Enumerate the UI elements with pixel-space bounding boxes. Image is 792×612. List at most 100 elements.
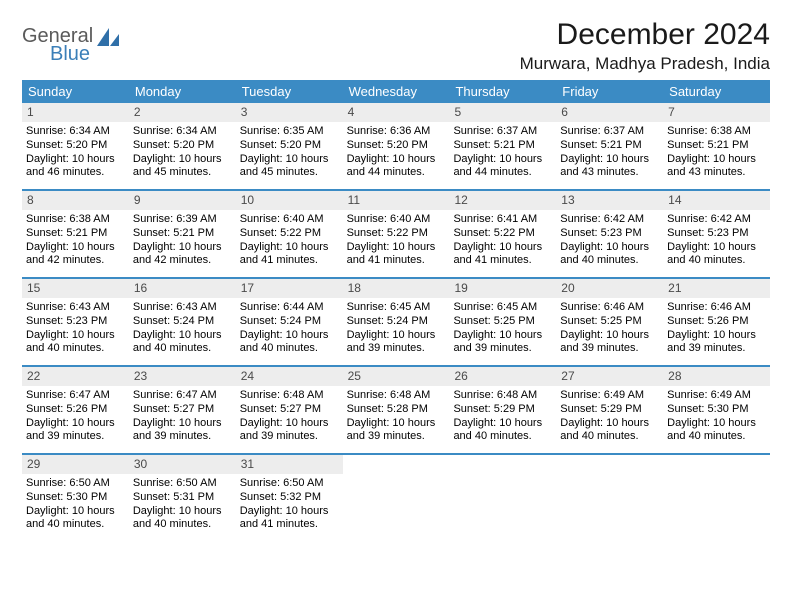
day-cell-body: Sunrise: 6:39 AMSunset: 5:21 PMDaylight:… — [129, 210, 236, 272]
day-cell-body: Sunrise: 6:50 AMSunset: 5:31 PMDaylight:… — [129, 474, 236, 536]
daylight-text: Daylight: 10 hours and 39 minutes. — [26, 417, 125, 445]
weekday-header: Tuesday — [236, 80, 343, 103]
sunrise-text: Sunrise: 6:40 AM — [347, 213, 446, 227]
date-number: 8 — [22, 191, 129, 210]
date-number: 25 — [343, 367, 450, 386]
sunrise-text: Sunrise: 6:35 AM — [240, 125, 339, 139]
day-cell: 24Sunrise: 6:48 AMSunset: 5:27 PMDayligh… — [236, 367, 343, 453]
sunrise-text: Sunrise: 6:46 AM — [560, 301, 659, 315]
sunset-text: Sunset: 5:22 PM — [240, 227, 339, 241]
day-cell: 16Sunrise: 6:43 AMSunset: 5:24 PMDayligh… — [129, 279, 236, 365]
daylight-text: Daylight: 10 hours and 40 minutes. — [667, 417, 766, 445]
day-cell: 4 Sunrise: 6:36 AMSunset: 5:20 PMDaylight… — [343, 103, 450, 189]
date-number: 6 — [556, 103, 663, 122]
sunset-text: Sunset: 5:29 PM — [453, 403, 552, 417]
day-cell-body: Sunrise: 6:37 AMSunset: 5:21 PMDaylight:… — [556, 122, 663, 184]
sunset-text: Sunset: 5:20 PM — [26, 139, 125, 153]
month-title: December 2024 — [520, 18, 770, 52]
day-cell-body: Sunrise: 6:46 AMSunset: 5:26 PMDaylight:… — [663, 298, 770, 360]
sunrise-text: Sunrise: 6:41 AM — [453, 213, 552, 227]
sunset-text: Sunset: 5:28 PM — [347, 403, 446, 417]
day-cell-body: Sunrise: 6:50 AMSunset: 5:32 PMDaylight:… — [236, 474, 343, 536]
date-number: 14 — [663, 191, 770, 210]
day-cell-body: Sunrise: 6:49 AMSunset: 5:30 PMDaylight:… — [663, 386, 770, 448]
day-cell-body: Sunrise: 6:42 AMSunset: 5:23 PMDaylight:… — [663, 210, 770, 272]
day-cell: 1Sunrise: 6:34 AMSunset: 5:20 PMDaylight… — [22, 103, 129, 189]
daylight-text: Daylight: 10 hours and 40 minutes. — [560, 241, 659, 269]
sunset-text: Sunset: 5:25 PM — [560, 315, 659, 329]
daylight-text: Daylight: 10 hours and 40 minutes. — [26, 505, 125, 533]
daylight-text: Daylight: 10 hours and 40 minutes. — [560, 417, 659, 445]
calendar-page: General Blue December 2024 Murwara, Madh… — [0, 0, 792, 541]
date-number: 15 — [22, 279, 129, 298]
date-number: 4 — [343, 103, 450, 122]
date-number: 5 — [449, 103, 556, 122]
weekday-header: Wednesday — [343, 80, 450, 103]
sunrise-text: Sunrise: 6:42 AM — [667, 213, 766, 227]
date-number: 26 — [449, 367, 556, 386]
day-cell-body: Sunrise: 6:48 AMSunset: 5:27 PMDaylight:… — [236, 386, 343, 448]
title-block: December 2024 Murwara, Madhya Pradesh, I… — [520, 18, 770, 74]
date-number: 9 — [129, 191, 236, 210]
date-number: 24 — [236, 367, 343, 386]
day-cell-body: Sunrise: 6:38 AMSunset: 5:21 PMDaylight:… — [663, 122, 770, 184]
day-cell: 10Sunrise: 6:40 AMSunset: 5:22 PMDayligh… — [236, 191, 343, 277]
day-cell-body: Sunrise: 6:34 AMSunset: 5:20 PMDaylight:… — [129, 122, 236, 184]
sunset-text: Sunset: 5:32 PM — [240, 491, 339, 505]
week-row: 29Sunrise: 6:50 AMSunset: 5:30 PMDayligh… — [22, 455, 770, 541]
sunset-text: Sunset: 5:20 PM — [347, 139, 446, 153]
day-cell-body: Sunrise: 6:34 AMSunset: 5:20 PMDaylight:… — [22, 122, 129, 184]
logo-text: General Blue — [22, 26, 93, 64]
day-cell: 25Sunrise: 6:48 AMSunset: 5:28 PMDayligh… — [343, 367, 450, 453]
daylight-text: Daylight: 10 hours and 39 minutes. — [133, 417, 232, 445]
sunset-text: Sunset: 5:30 PM — [667, 403, 766, 417]
daylight-text: Daylight: 10 hours and 40 minutes. — [133, 505, 232, 533]
sunrise-text: Sunrise: 6:45 AM — [453, 301, 552, 315]
day-cell: 19Sunrise: 6:45 AMSunset: 5:25 PMDayligh… — [449, 279, 556, 365]
day-cell: 17Sunrise: 6:44 AMSunset: 5:24 PMDayligh… — [236, 279, 343, 365]
daylight-text: Daylight: 10 hours and 40 minutes. — [133, 329, 232, 357]
daylight-text: Daylight: 10 hours and 45 minutes. — [133, 153, 232, 181]
day-cell: 3Sunrise: 6:35 AMSunset: 5:20 PMDaylight… — [236, 103, 343, 189]
sunset-text: Sunset: 5:23 PM — [667, 227, 766, 241]
sunrise-text: Sunrise: 6:44 AM — [240, 301, 339, 315]
date-number: 29 — [22, 455, 129, 474]
day-cell: 13Sunrise: 6:42 AMSunset: 5:23 PMDayligh… — [556, 191, 663, 277]
sunrise-text: Sunrise: 6:45 AM — [347, 301, 446, 315]
day-cell: 31Sunrise: 6:50 AMSunset: 5:32 PMDayligh… — [236, 455, 343, 541]
day-cell: . — [663, 455, 770, 541]
date-number: 30 — [129, 455, 236, 474]
sunset-text: Sunset: 5:23 PM — [560, 227, 659, 241]
date-number: 28 — [663, 367, 770, 386]
daylight-text: Daylight: 10 hours and 44 minutes. — [347, 153, 446, 181]
date-number: 21 — [663, 279, 770, 298]
day-cell-body: Sunrise: 6:40 AMSunset: 5:22 PMDaylight:… — [343, 210, 450, 272]
sunset-text: Sunset: 5:29 PM — [560, 403, 659, 417]
date-number: 3 — [236, 103, 343, 122]
sunset-text: Sunset: 5:31 PM — [133, 491, 232, 505]
daylight-text: Daylight: 10 hours and 39 minutes. — [240, 417, 339, 445]
weeks-container: 1Sunrise: 6:34 AMSunset: 5:20 PMDaylight… — [22, 103, 770, 541]
sunset-text: Sunset: 5:24 PM — [133, 315, 232, 329]
day-cell-body: Sunrise: 6:42 AMSunset: 5:23 PMDaylight:… — [556, 210, 663, 272]
date-number: 12 — [449, 191, 556, 210]
sunset-text: Sunset: 5:24 PM — [347, 315, 446, 329]
day-cell: 30Sunrise: 6:50 AMSunset: 5:31 PMDayligh… — [129, 455, 236, 541]
day-cell: 11Sunrise: 6:40 AMSunset: 5:22 PMDayligh… — [343, 191, 450, 277]
logo-word-blue: Blue — [22, 44, 93, 64]
day-cell: 23Sunrise: 6:47 AMSunset: 5:27 PMDayligh… — [129, 367, 236, 453]
sunrise-text: Sunrise: 6:34 AM — [26, 125, 125, 139]
day-cell: 21Sunrise: 6:46 AMSunset: 5:26 PMDayligh… — [663, 279, 770, 365]
day-cell-body: Sunrise: 6:48 AMSunset: 5:29 PMDaylight:… — [449, 386, 556, 448]
day-cell: 18Sunrise: 6:45 AMSunset: 5:24 PMDayligh… — [343, 279, 450, 365]
day-cell: 20Sunrise: 6:46 AMSunset: 5:25 PMDayligh… — [556, 279, 663, 365]
daylight-text: Daylight: 10 hours and 40 minutes. — [453, 417, 552, 445]
sunrise-text: Sunrise: 6:36 AM — [347, 125, 446, 139]
date-number: 1 — [22, 103, 129, 122]
day-cell-body: Sunrise: 6:49 AMSunset: 5:29 PMDaylight:… — [556, 386, 663, 448]
week-row: 8Sunrise: 6:38 AMSunset: 5:21 PMDaylight… — [22, 191, 770, 279]
date-number: 19 — [449, 279, 556, 298]
calendar-grid: SundayMondayTuesdayWednesdayThursdayFrid… — [22, 80, 770, 541]
day-cell-body: Sunrise: 6:44 AMSunset: 5:24 PMDaylight:… — [236, 298, 343, 360]
day-cell-body: Sunrise: 6:45 AMSunset: 5:25 PMDaylight:… — [449, 298, 556, 360]
